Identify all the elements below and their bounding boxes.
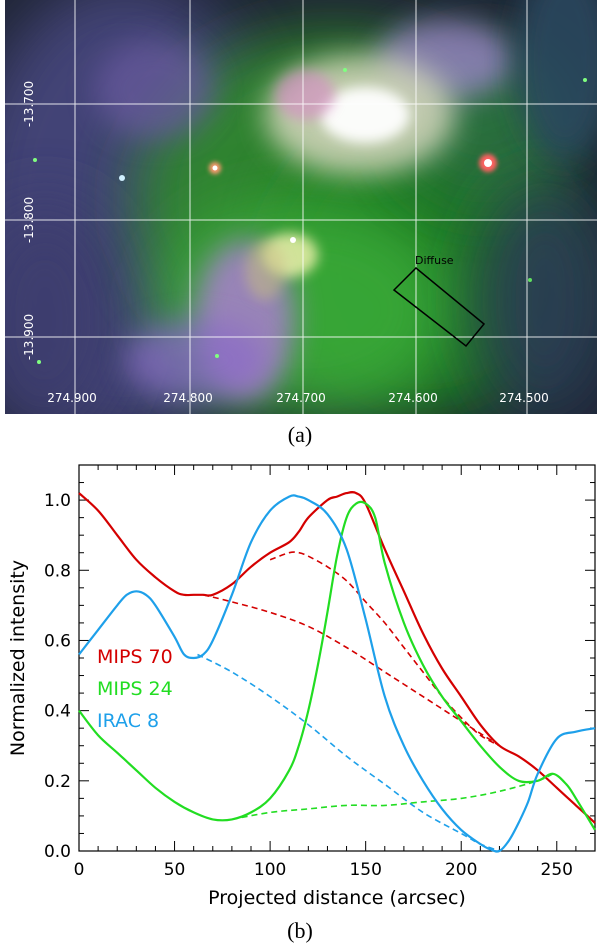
y-tick-label: 1.0 <box>44 491 71 511</box>
ra-tick-label: 274.700 <box>276 391 326 405</box>
coordinate-grid <box>5 0 597 414</box>
dec-tick-labels: -13.700 -13.800 -13.900 <box>22 81 36 360</box>
y-axis-label: Normalized intensity <box>7 560 29 756</box>
x-tick-label: 0 <box>74 860 85 880</box>
axis-ticks: 0 50 100 150 200 250 0.0 0.2 0.4 0.6 0.8 1.0 <box>44 464 596 880</box>
series-line-irac-8 <box>78 494 596 853</box>
dec-tick-label: -13.900 <box>22 314 36 360</box>
series-line-mips-70-fit-2 <box>269 551 500 747</box>
dec-tick-label: -13.700 <box>22 81 36 127</box>
x-axis-label: Projected distance (arcsec) <box>208 887 466 909</box>
nebula-emission <box>5 0 597 414</box>
sky-image-panel: 274.900 274.800 274.700 274.600 274.500 … <box>5 0 597 414</box>
legend-entry: IRAC 8 <box>97 710 159 732</box>
intensity-profile-chart: 0 50 100 150 200 250 0.0 0.2 0.4 0.6 0.8 1.0 MIPS 7… <box>7 464 596 909</box>
diffuse-region-label: Diffuse <box>415 254 454 267</box>
panel-b-label: (b) <box>287 918 313 943</box>
x-tick-label: 150 <box>349 860 381 880</box>
ra-tick-labels: 274.900 274.800 274.700 274.600 274.500 <box>47 391 549 405</box>
y-tick-label: 0.6 <box>44 631 71 651</box>
ra-tick-label: 274.900 <box>47 391 97 405</box>
ra-tick-label: 274.500 <box>499 391 549 405</box>
x-tick-label: 50 <box>164 860 186 880</box>
ra-tick-label: 274.600 <box>388 391 438 405</box>
series-line-mips-24-fit <box>231 773 554 821</box>
legend-entry: MIPS 24 <box>97 678 173 700</box>
legend: MIPS 70 MIPS 24 IRAC 8 <box>97 646 173 732</box>
dec-tick-label: -13.800 <box>22 197 36 243</box>
panel-a-label: (a) <box>287 422 313 447</box>
series-lines <box>78 491 596 853</box>
x-tick-label: 250 <box>541 860 573 880</box>
series-line-irac-8-fit <box>197 653 500 852</box>
ra-tick-label: 274.800 <box>163 391 213 405</box>
x-tick-label: 200 <box>445 860 477 880</box>
diffuse-region-box: Diffuse <box>392 254 486 348</box>
x-tick-label: 100 <box>254 860 286 880</box>
legend-entry: MIPS 70 <box>97 646 173 668</box>
y-tick-label: 0.0 <box>44 842 71 862</box>
y-tick-label: 0.8 <box>44 561 71 581</box>
bright-sources <box>33 68 587 364</box>
series-line-mips-70 <box>78 491 596 824</box>
series-line-mips-70-fit <box>203 594 500 747</box>
y-tick-label: 0.4 <box>44 702 71 722</box>
series-line-mips-24 <box>78 500 596 831</box>
y-tick-label: 0.2 <box>44 772 71 792</box>
